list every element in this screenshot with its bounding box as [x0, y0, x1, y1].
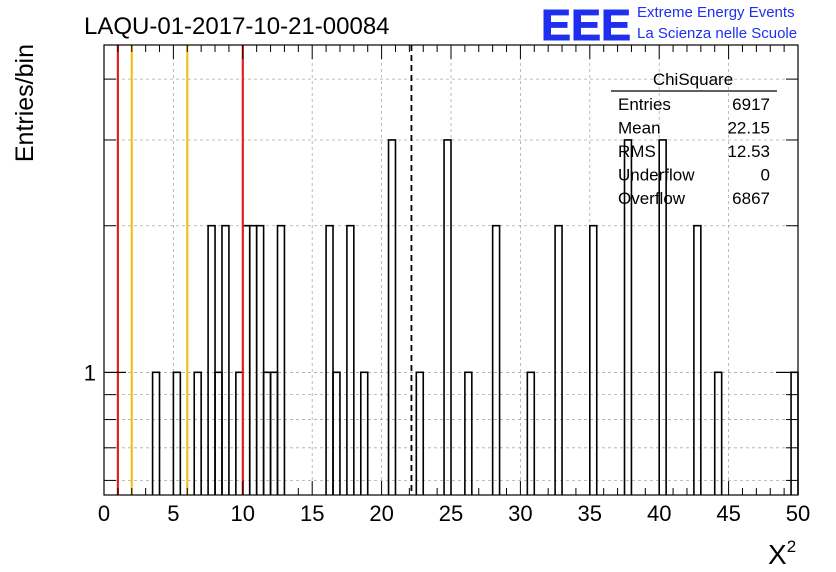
histogram-bin	[713, 371, 723, 495]
chart-title: LAQU-01-2017-10-21-00084	[84, 13, 390, 40]
stats-row-label: Overflow	[618, 189, 686, 208]
histogram-bin	[172, 371, 182, 495]
x-tick-label: 5	[167, 501, 179, 526]
histogram-layer	[151, 139, 799, 495]
eee-logo-line1: Extreme Energy Events	[637, 4, 795, 21]
x-tick-label: 25	[439, 501, 463, 526]
x-tick-label: 20	[369, 501, 393, 526]
stats-box-rows: Entries 6917 Mean 22.15 RMS 12.53 Underflow 0 Ov…	[618, 95, 770, 208]
histogram-bin	[151, 371, 161, 495]
stats-row-label: Mean	[618, 119, 661, 138]
eee-logo: EEE Extreme Energy Events La Scienza nel…	[541, 1, 798, 51]
x-axis-label-superscript: 2	[787, 537, 796, 556]
stats-row-label: Entries	[618, 95, 671, 114]
histogram-bin	[276, 224, 286, 495]
eee-logo-mark: EEE	[541, 1, 631, 50]
histogram-bin	[658, 139, 667, 495]
axis-ticks: 0 5 10 15 20 25 30 35 40 45 50 1	[84, 45, 810, 526]
stats-box-title: ChiSquare	[653, 70, 733, 89]
histogram-bin	[443, 139, 452, 495]
x-tick-label: 0	[98, 501, 110, 526]
stats-row-value: 6917	[732, 95, 770, 114]
histogram-bin	[491, 224, 501, 495]
stats-row-value: 6867	[732, 189, 770, 208]
x-axis-label: X2	[768, 537, 796, 570]
stats-row-value: 12.53	[727, 142, 770, 161]
eee-logo-line2: La Scienza nelle Scuole	[637, 25, 797, 42]
histogram-bin	[255, 224, 265, 495]
stats-row-value: 22.15	[727, 119, 770, 138]
histogram-bin	[589, 224, 598, 495]
x-tick-label: 45	[716, 501, 740, 526]
histogram-bin	[325, 224, 334, 495]
reference-lines	[116, 45, 413, 495]
y-tick-label: 1	[84, 360, 96, 385]
x-tick-label: 40	[647, 501, 671, 526]
x-axis-label-base: X	[768, 539, 787, 570]
x-tick-label: 30	[508, 501, 532, 526]
x-tick-label: 10	[231, 501, 255, 526]
x-tick-label: 50	[786, 501, 810, 526]
x-tick-label: 15	[300, 501, 324, 526]
histogram-bin	[359, 371, 369, 495]
x-tick-label: 35	[578, 501, 602, 526]
histogram-bin	[554, 224, 563, 495]
stats-row-value: 0	[761, 166, 770, 185]
histogram-bin	[526, 371, 536, 495]
histogram-bin	[464, 371, 473, 495]
histogram-bin	[332, 371, 341, 495]
stats-row-label: RMS	[618, 142, 656, 161]
y-axis-label: Entries/bin	[11, 44, 39, 162]
histogram-bin	[415, 371, 425, 495]
histogram-bin	[346, 224, 355, 495]
stats-row-label: Underflow	[618, 166, 695, 185]
grid	[104, 45, 798, 495]
histogram-bin	[221, 224, 230, 495]
histogram-bin	[207, 224, 216, 495]
histogram-bin	[387, 139, 397, 495]
histogram-bin	[193, 371, 202, 495]
histogram-bin	[623, 139, 633, 495]
stats-box: ChiSquare Entries 6917 Mean 22.15 RMS 12.53 Un…	[611, 70, 777, 208]
histogram-bin	[693, 224, 702, 495]
